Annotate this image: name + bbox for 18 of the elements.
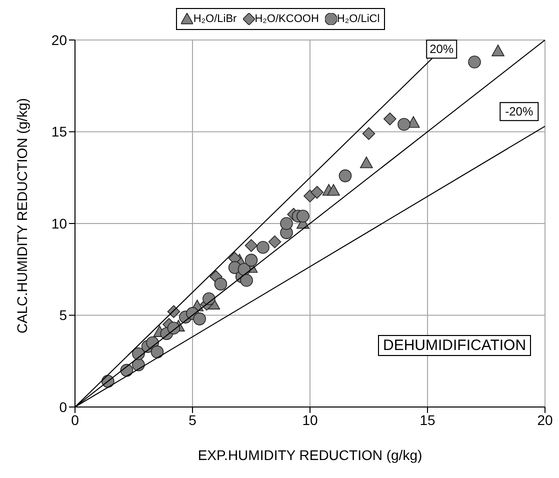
legend-label: H₂O/LiCl: [336, 12, 380, 25]
y-tick-label: 5: [59, 307, 68, 324]
x-tick-label: 5: [188, 412, 197, 428]
y-tick-label: 0: [59, 398, 68, 415]
annotation: DEHUMIDIFICATION: [378, 335, 532, 356]
y-tick-label: 20: [51, 32, 68, 48]
x-tick-label: 10: [302, 412, 318, 428]
annotation: -20%: [505, 104, 534, 119]
y-tick-label: 10: [51, 215, 68, 232]
y-tick-label: 15: [51, 124, 68, 140]
x-tick-label: 20: [537, 412, 553, 428]
x-tick-label: 0: [71, 412, 80, 428]
legend-label: H₂O/LiBr: [193, 12, 237, 25]
y-axis-title: CALC.HUMIDITY REDUCTION (g/kg): [14, 98, 30, 334]
annotation: 20%: [430, 42, 454, 56]
x-axis-title: EXP.HUMIDITY REDUCTION (g/kg): [198, 447, 422, 463]
legend-label: H₂O/KCOOH: [254, 12, 319, 25]
x-tick-label: 15: [420, 412, 436, 428]
